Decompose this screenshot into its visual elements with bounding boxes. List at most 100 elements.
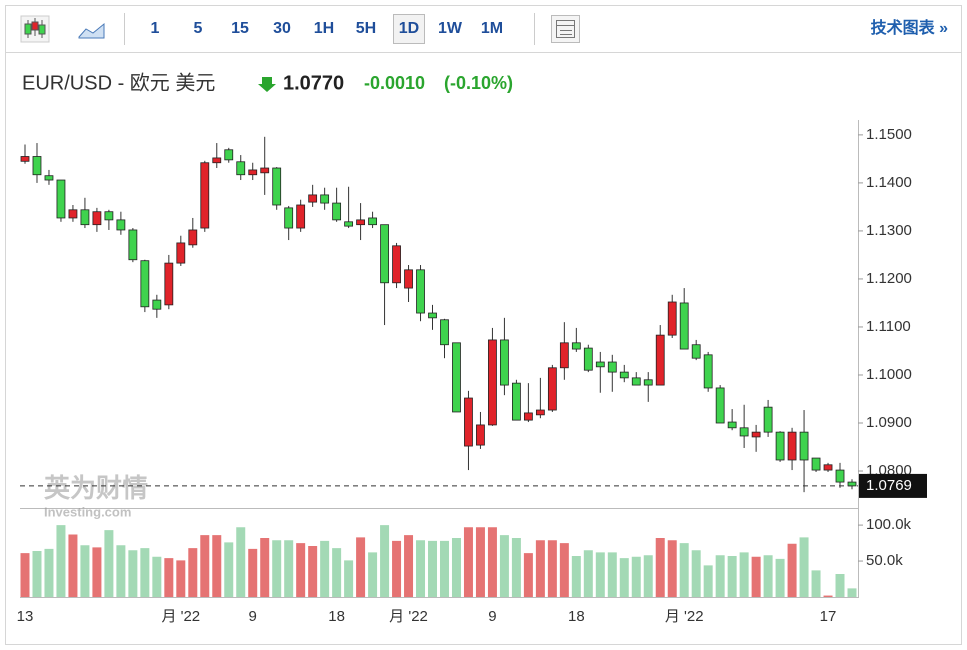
y-tick-label: 1.1200 <box>866 270 912 287</box>
candle-body <box>368 217 377 226</box>
candle-body <box>296 204 306 229</box>
last-price-label: 1.0769 <box>866 477 912 494</box>
candle-body <box>428 312 437 319</box>
interval-button[interactable]: 1D <box>399 20 419 37</box>
candle-body <box>512 382 521 421</box>
y-tick-label: 1.1400 <box>866 174 912 191</box>
candle-body <box>751 431 761 438</box>
candle-body <box>715 387 725 424</box>
candle-body <box>631 377 641 386</box>
candle-body <box>260 167 270 174</box>
candle-body <box>236 161 246 176</box>
price: 1.0770 <box>283 72 344 94</box>
candle-body <box>811 457 821 471</box>
interval-button[interactable]: 1M <box>481 20 503 37</box>
interval-button[interactable]: 15 <box>231 20 249 37</box>
candle-body <box>847 481 857 487</box>
candle-body <box>68 209 78 219</box>
y-tick-label: 1.1100 <box>866 318 911 335</box>
candle-body <box>224 149 234 161</box>
y-tick-label: 1.0900 <box>866 414 912 431</box>
candle-body <box>356 219 365 226</box>
candle-body <box>464 397 473 447</box>
candle-body <box>655 334 665 386</box>
candle-body <box>799 431 809 461</box>
y-tick-label: 1.1000 <box>866 366 912 383</box>
candle-body <box>667 301 677 336</box>
candle-body <box>128 229 138 261</box>
candle-body <box>80 209 90 226</box>
candle-body <box>392 245 401 284</box>
candle-body <box>92 211 102 226</box>
candle-body <box>500 339 509 386</box>
x-tick-label: 月 '22 <box>161 608 200 625</box>
candle-body <box>559 342 569 369</box>
volume-tick-label: 100.0k <box>866 516 912 533</box>
candle-body <box>476 424 485 446</box>
x-tick-label: 18 <box>568 608 585 625</box>
watermark-brand: 英为财情 <box>44 473 148 503</box>
candle-body <box>200 162 210 229</box>
candle-body <box>583 347 593 371</box>
candle-body <box>320 194 330 204</box>
candle-icon[interactable] <box>20 15 50 43</box>
candle-body <box>284 207 294 229</box>
symbol: EUR/USD - 欧元 美元 <box>22 71 215 94</box>
candle-body <box>140 260 150 308</box>
candle-body <box>727 421 737 429</box>
candle-body <box>607 361 617 373</box>
x-tick-label: 月 '22 <box>665 608 704 625</box>
candle-body <box>535 409 545 416</box>
x-tick-label: 18 <box>328 608 345 625</box>
candle-body <box>691 344 701 359</box>
candle-body <box>344 221 354 227</box>
candle-body <box>176 242 186 264</box>
volume-tick-label: 50.0k <box>866 552 903 569</box>
candle-body <box>416 269 425 314</box>
last-price-box <box>859 473 927 498</box>
candle-body <box>547 367 557 411</box>
candle-body <box>308 194 318 203</box>
candle-body <box>703 354 713 389</box>
tech-chart-link[interactable]: 技术图表 » <box>871 18 948 37</box>
candle-body <box>404 269 413 289</box>
candle-body <box>380 224 389 284</box>
candle-body <box>56 179 66 219</box>
candle-body <box>571 342 581 350</box>
candle-body <box>488 339 497 426</box>
down-arrow <box>258 77 276 92</box>
candle-body <box>619 371 629 379</box>
line-icon[interactable] <box>78 22 105 39</box>
candle-body <box>104 211 114 221</box>
x-tick-label: 月 '22 <box>389 608 428 625</box>
interval-button[interactable]: 1H <box>314 20 334 37</box>
change: -0.0010 <box>364 73 425 93</box>
watermark-site: Investing.com <box>44 504 131 519</box>
interval-button[interactable]: 1W <box>438 20 463 37</box>
candle-body <box>164 262 174 306</box>
candle-body <box>32 156 42 176</box>
candle-body <box>44 175 54 181</box>
candle-body <box>440 319 449 346</box>
y-tick-label: 1.1300 <box>866 222 912 239</box>
candle-body <box>763 406 773 433</box>
candle-body <box>212 157 222 164</box>
x-tick-label: 13 <box>17 608 34 625</box>
candle-body <box>116 219 126 231</box>
candle-body <box>152 299 162 310</box>
candle-body <box>332 202 342 221</box>
table-icon[interactable] <box>551 15 580 43</box>
candle-body <box>595 361 605 368</box>
candle-body <box>643 379 653 386</box>
change-pct: (-0.10%) <box>444 73 513 93</box>
interval-button[interactable]: 5H <box>356 20 376 37</box>
candle-body <box>835 469 845 483</box>
candle-body <box>272 167 282 206</box>
interval-button[interactable]: 1 <box>151 20 160 37</box>
candle-body <box>823 464 833 471</box>
candle-body <box>775 431 785 461</box>
interval-button[interactable]: 5 <box>194 20 203 37</box>
candle-body <box>787 431 797 461</box>
y-tick-label: 1.1500 <box>866 126 912 143</box>
interval-button[interactable]: 30 <box>273 20 291 37</box>
